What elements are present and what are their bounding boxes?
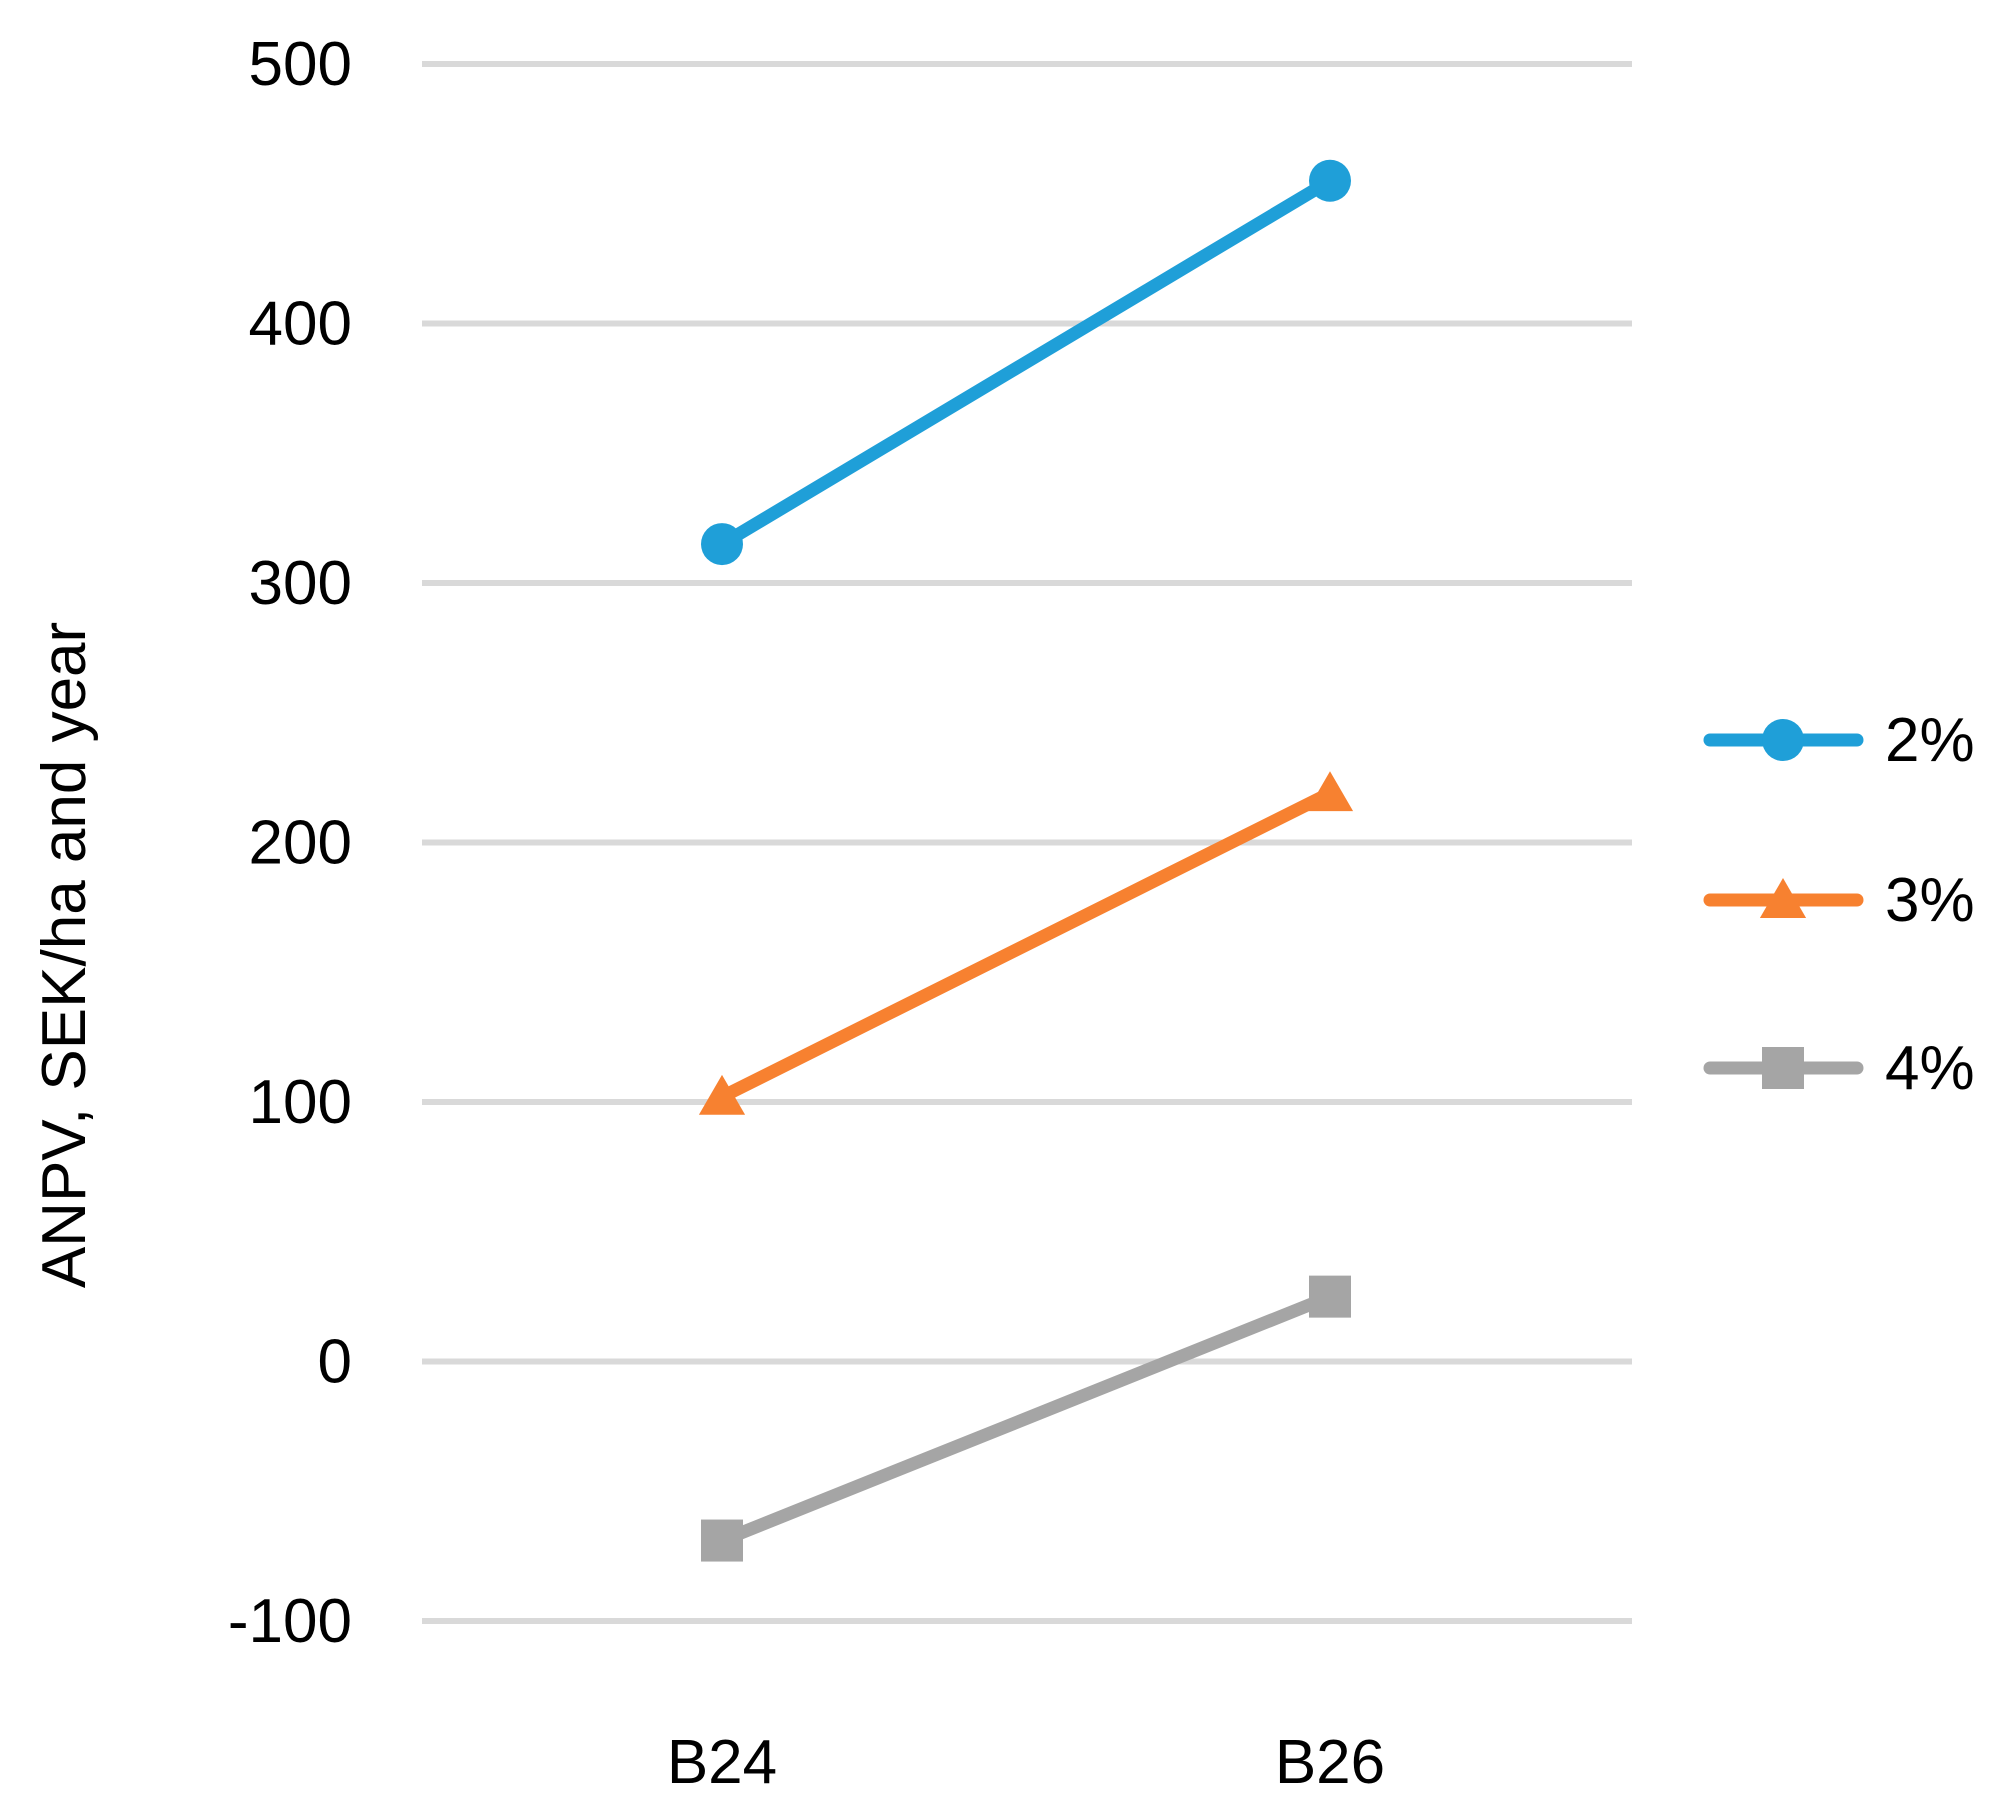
data-point-marker [701, 1519, 743, 1562]
series-3% [698, 771, 1354, 1115]
y-tick-label: 100 [249, 1068, 352, 1137]
series-lines [698, 159, 1354, 1562]
legend-label: 3% [1885, 866, 1975, 935]
series-2% [701, 159, 1351, 566]
y-tick-label: 200 [249, 809, 352, 878]
legend-item: 4% [1703, 1034, 1975, 1103]
y-tick-label: -100 [228, 1587, 352, 1656]
legend: 2% 3% 4% [1703, 706, 1975, 1103]
legend-item: 2% [1703, 706, 1975, 775]
y-axis-title: ANPV, SEK/ha and year [30, 622, 99, 1288]
x-axis-tick-labels: B24 B26 [667, 1728, 1385, 1797]
legend-label: 4% [1885, 1034, 1975, 1103]
series-line [715, 1290, 1337, 1548]
y-tick-label: 500 [249, 30, 352, 99]
data-point-marker [1306, 771, 1354, 812]
legend-marker [1762, 1047, 1804, 1089]
series-line [715, 786, 1337, 1104]
y-tick-label: 0 [318, 1328, 352, 1397]
series-line [715, 174, 1337, 551]
legend-marker [1762, 719, 1804, 761]
legend-item: 3% [1703, 866, 1975, 935]
y-tick-label: 300 [249, 549, 352, 618]
legend-label: 2% [1885, 706, 1975, 775]
data-point-marker [698, 1074, 746, 1115]
legend-marker [1759, 878, 1807, 918]
series-4% [701, 1275, 1351, 1562]
data-point-marker [1309, 159, 1351, 202]
x-tick-label: B24 [667, 1728, 777, 1797]
y-tick-label: 400 [249, 290, 352, 359]
gridlines [422, 61, 1632, 1624]
x-tick-label: B26 [1275, 1728, 1385, 1797]
data-point-marker [701, 523, 743, 566]
y-axis-tick-labels: -100 0 100 200 300 400 500 [228, 30, 352, 1656]
data-point-marker [1309, 1275, 1351, 1318]
